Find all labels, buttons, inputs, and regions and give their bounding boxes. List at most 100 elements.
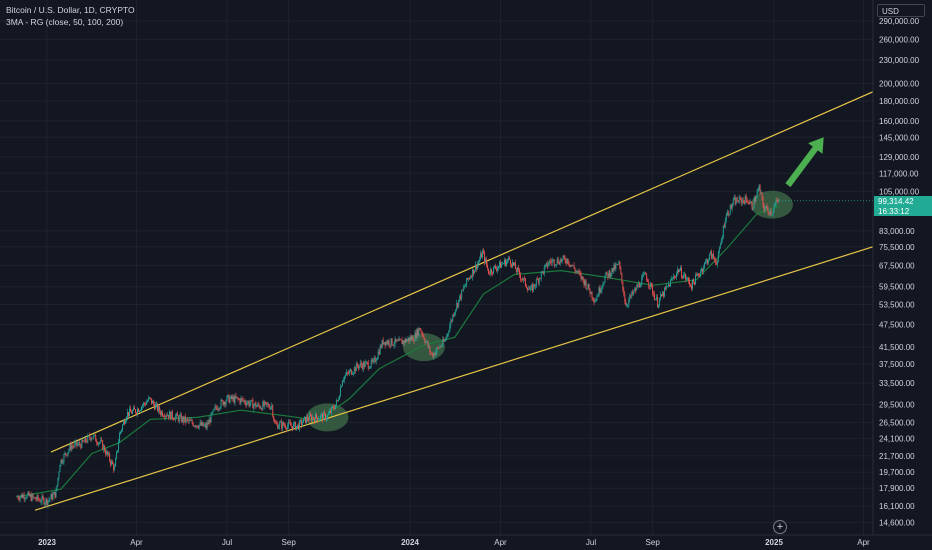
candle-body xyxy=(223,401,225,406)
candle-body xyxy=(147,397,149,402)
candle-body xyxy=(746,199,748,203)
candle-body xyxy=(360,362,362,366)
symbol-title[interactable]: Bitcoin / U.S. Dollar, 1D, CRYPTO xyxy=(6,5,135,15)
candle-body xyxy=(424,339,426,343)
candle-body xyxy=(148,397,150,399)
candle-body xyxy=(326,418,327,420)
candle-body xyxy=(717,252,719,262)
price-axis[interactable]: 290,000.00 260,000.00 230,000.00 200,000.00… xyxy=(879,17,920,527)
time-tick-label: Apr xyxy=(857,538,870,547)
candle-body xyxy=(606,272,608,274)
candle-body xyxy=(657,297,659,308)
candle-body xyxy=(154,404,156,410)
add-icon[interactable]: + xyxy=(773,520,787,534)
candle-body xyxy=(306,416,308,424)
candle-body xyxy=(262,402,264,410)
currency-button[interactable]: USD xyxy=(877,4,925,17)
candle-body xyxy=(761,192,763,198)
candle-body xyxy=(329,410,331,413)
candle-body xyxy=(307,416,309,420)
candle-body xyxy=(433,353,435,358)
candle-body xyxy=(608,270,610,278)
candle-body xyxy=(17,496,19,499)
candle-body xyxy=(664,287,666,297)
candle-body xyxy=(171,411,173,419)
candle-body xyxy=(527,288,529,291)
candle-body xyxy=(229,398,231,403)
candle-body xyxy=(438,347,440,349)
candle-body xyxy=(172,418,174,420)
candle-body xyxy=(343,376,345,381)
candle-body xyxy=(430,352,432,354)
candle-body xyxy=(526,287,528,291)
time-axis[interactable]: 2023 Apr Jul Sep 2024 Apr Jul Sep 2025 Apr xyxy=(38,538,870,547)
candle-body xyxy=(264,401,266,407)
candle-body xyxy=(441,345,443,347)
candle-body xyxy=(162,416,164,417)
candle-body xyxy=(487,265,489,269)
candle-body xyxy=(70,444,72,450)
candle-body xyxy=(434,353,436,356)
candle-body xyxy=(460,295,462,299)
indicator-title[interactable]: 3MA - RG (close, 50, 100, 200) xyxy=(6,17,124,27)
candle-body xyxy=(765,206,767,209)
candle-body xyxy=(564,258,566,262)
candle-body xyxy=(607,273,609,278)
candle-body xyxy=(255,402,257,408)
candle-body xyxy=(774,204,776,207)
candle-body xyxy=(22,494,24,498)
candle-body xyxy=(325,413,326,420)
candle-body xyxy=(310,414,311,416)
candle-body xyxy=(556,259,558,265)
candle-body xyxy=(366,362,368,363)
candle-body xyxy=(569,264,571,267)
candle-body xyxy=(156,403,158,411)
candle-body xyxy=(288,421,290,426)
candle-body xyxy=(397,340,399,342)
price-tick-label: 16,100.00 xyxy=(879,502,915,511)
candle-body xyxy=(122,424,124,430)
candle-body xyxy=(736,198,738,202)
candle-body xyxy=(332,406,334,409)
candle-body xyxy=(619,261,621,269)
candle-body xyxy=(330,406,332,413)
candle-body xyxy=(517,267,519,270)
candle-body xyxy=(654,294,656,300)
candle-body xyxy=(653,293,655,295)
candle-body xyxy=(79,442,81,445)
candle-body xyxy=(754,197,756,202)
candle-body xyxy=(443,339,445,342)
candle-body xyxy=(519,274,521,280)
candle-body xyxy=(568,263,570,265)
candle-body xyxy=(99,442,101,444)
candle-body xyxy=(208,419,210,424)
candle-body xyxy=(125,420,127,424)
candle-body xyxy=(62,462,64,463)
candle-body xyxy=(770,210,772,215)
candle-body xyxy=(686,278,687,280)
candle-body xyxy=(696,273,698,276)
candle-body xyxy=(294,422,296,424)
trendlines[interactable] xyxy=(34,76,908,511)
candle-body xyxy=(86,441,88,443)
candle-body xyxy=(107,451,109,455)
time-tick-label: Jul xyxy=(586,538,596,547)
candle-body xyxy=(771,214,773,215)
projection-arrow[interactable] xyxy=(785,137,824,188)
candle-body xyxy=(501,263,502,268)
candle-body xyxy=(121,429,123,432)
candle-body xyxy=(233,397,235,403)
candle-body xyxy=(74,442,76,447)
candle-body xyxy=(573,265,575,269)
candle-body xyxy=(572,265,574,267)
candle-body xyxy=(453,314,455,316)
time-tick-label: Jul xyxy=(222,538,232,547)
candle-body xyxy=(53,491,55,495)
candle-body xyxy=(740,198,742,204)
candle-body xyxy=(601,285,603,291)
candle-body xyxy=(463,287,465,290)
candle-body xyxy=(104,445,106,452)
candle-body xyxy=(335,400,337,405)
candle-body xyxy=(388,340,390,346)
